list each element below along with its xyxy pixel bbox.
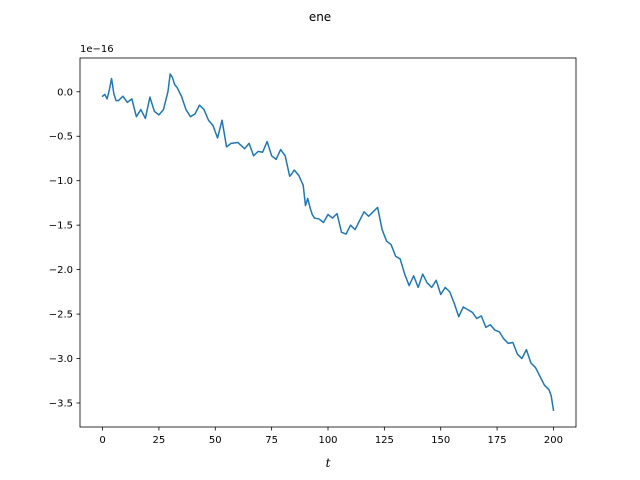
- x-tick-label: 75: [265, 435, 278, 446]
- chart-title: ene: [309, 10, 331, 24]
- x-tick-label: 125: [375, 435, 394, 446]
- x-tick-label: 100: [318, 435, 337, 446]
- x-tick-label: 50: [209, 435, 222, 446]
- y-tick-label: −1.0: [49, 176, 73, 187]
- y-tick-label: −3.0: [49, 354, 73, 365]
- x-tick-label: 175: [488, 435, 507, 446]
- y-tick-label: −3.5: [49, 398, 73, 409]
- y-tick-label: −1.5: [49, 221, 73, 232]
- x-tick-label: 200: [544, 435, 563, 446]
- x-axis-label: t: [326, 456, 331, 470]
- x-tick-label: 0: [99, 435, 105, 446]
- y-tick-label: −0.5: [49, 132, 73, 143]
- y-axis-ticks: 0.0 −0.5 −1.0 −1.5 −2.0 −2.5 −3.0 −3.5: [49, 87, 80, 409]
- x-tick-label: 150: [431, 435, 450, 446]
- series-line: [101, 73, 555, 411]
- x-axis-ticks: 0 25 50 75 100 125 150 175 200: [99, 427, 563, 446]
- y-offset-label: 1e−16: [80, 44, 114, 55]
- y-tick-label: −2.5: [49, 310, 73, 321]
- plot-area-frame: [79, 57, 577, 428]
- y-tick-label: 0.0: [57, 87, 73, 98]
- plot-layer: [101, 73, 555, 411]
- y-tick-label: −2.0: [49, 265, 73, 276]
- x-tick-label: 25: [153, 435, 166, 446]
